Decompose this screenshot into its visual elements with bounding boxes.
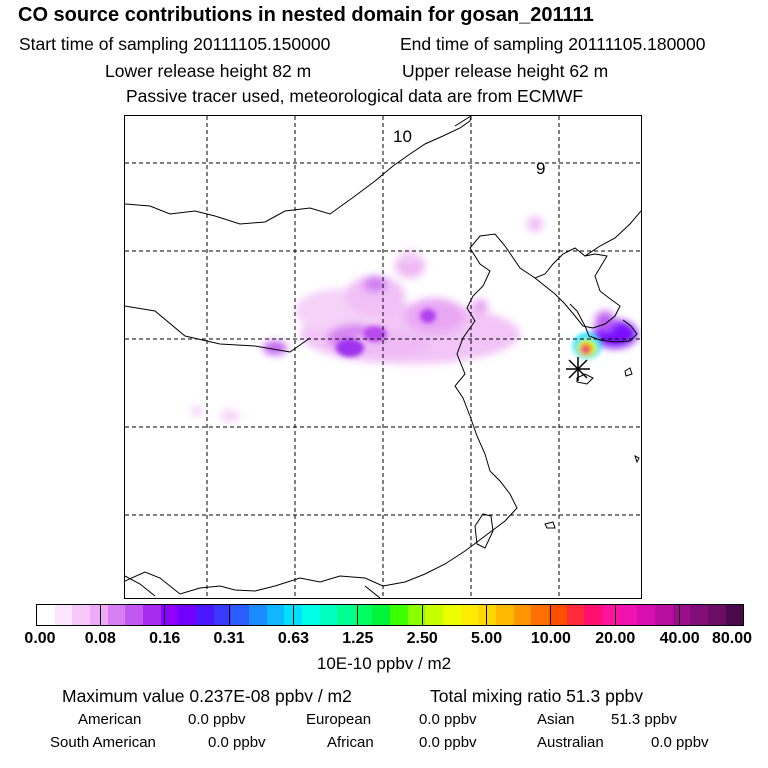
colorbar-cell [301,605,320,625]
start-time-label: Start time of sampling 20111105.150000 [19,34,331,54]
colorbar-divider [421,604,423,626]
colorbar-divider [228,604,230,626]
receptor-marker [566,357,590,381]
colorbar-cell [354,605,373,625]
colorbar-tick-label: 0.00 [24,630,56,647]
colorbar-cell [478,605,497,625]
contrib-label-american: American [78,711,142,728]
colorbar-cell [337,605,355,625]
contrib-label-asian: Asian [537,711,575,728]
colorbar-cell [707,605,726,625]
colorbar-cell [584,605,602,625]
lower-release-height: Lower release height 82 m [105,61,312,81]
colorbar-cell [195,605,214,625]
colorbar-divider [550,604,552,626]
colorbar-cell [725,605,744,625]
map-label-10: 10 [393,127,412,146]
colorbar-divider [357,604,359,626]
contrib-label-african: African [327,734,374,751]
colorbar-divider [679,604,681,626]
colorbar-divider [164,604,166,626]
colorbar-cell [390,605,408,625]
colorbar-cell [496,605,514,625]
concentration-plume [192,216,637,422]
colorbar-tick-label: 10.00 [530,630,571,647]
map-canvas: 10 9 [125,116,641,598]
colorbar-cell [213,605,232,625]
contrib-value-american: 0.0 ppbv [188,711,246,728]
colorbar [36,604,744,626]
colorbar-cell [125,605,143,625]
colorbar-cell [37,605,55,625]
contrib-value-asian: 51.3 ppbv [611,711,677,728]
colorbar-cell [602,605,620,625]
colorbar-tick-label: 80.00 [711,630,753,647]
colorbar-cell [531,605,550,625]
maximum-value: Maximum value 0.237E-08 ppbv / m2 [62,686,352,706]
colorbar-cell [672,605,691,625]
contrib-label-european: European [306,711,372,728]
colorbar-cell [54,605,73,625]
colorbar-tick-label: 20.00 [595,630,636,647]
colorbar-cell [142,605,161,625]
upper-release-height: Upper release height 62 m [402,61,609,81]
colorbar-divider [99,604,101,626]
chart-title: CO source contributions in nested domain… [18,4,594,26]
colorbar-cell [89,605,108,625]
concentration-hotspot [336,309,601,359]
colorbar-cell [549,605,567,625]
colorbar-cell [637,605,655,625]
grid-lines [125,116,641,598]
colorbar-tick-label: 0.63 [277,630,310,647]
colorbar-divider [486,604,488,626]
colorbar-cell [513,605,532,625]
contrib-value-african: 0.0 ppbv [419,734,477,751]
colorbar-tick-label: 5.00 [470,630,503,647]
colorbar-tick-label: 40.00 [659,630,700,647]
colorbar-cell [248,605,267,625]
colorbar-cell [566,605,585,625]
colorbar-cell [319,605,338,625]
colorbar-tick-label: 2.50 [406,630,438,647]
colorbar-cell [107,605,126,625]
contrib-label-south-american: South American [50,734,156,751]
colorbar-tick-label: 0.31 [213,630,245,647]
tracer-note: Passive tracer used, meteorological data… [126,86,584,106]
contrib-label-australian: Australian [537,734,604,751]
colorbar-units: 10E-10 ppbv / m2 [316,654,452,673]
end-time-label: End time of sampling 20111105.180000 [400,34,706,54]
colorbar-cell [460,605,479,625]
colorbar-cell [266,605,285,625]
colorbar-cell [654,605,673,625]
contrib-value-european: 0.0 ppbv [419,711,477,728]
colorbar-cell [690,605,708,625]
colorbar-cell [619,605,638,625]
colorbar-cell [372,605,391,625]
colorbar-cell [231,605,249,625]
colorbar-cell [443,605,461,625]
coastlines [125,116,641,598]
contrib-value-australian: 0.0 ppbv [651,734,709,751]
colorbar-tick-label: 0.16 [149,630,181,647]
colorbar-divider [614,604,616,626]
colorbar-cell [407,605,426,625]
colorbar-tick-label: 0.08 [84,630,116,647]
colorbar-cell [425,605,444,625]
colorbar-cell [178,605,196,625]
map-panel: 10 9 [124,115,642,599]
contrib-value-south-american: 0.0 ppbv [208,734,266,751]
colorbar-cell [72,605,90,625]
colorbar-tick-label: 1.25 [342,630,374,647]
colorbar-divider [292,604,294,626]
map-label-9: 9 [536,159,545,178]
total-mixing-ratio: Total mixing ratio 51.3 ppbv [430,686,644,706]
